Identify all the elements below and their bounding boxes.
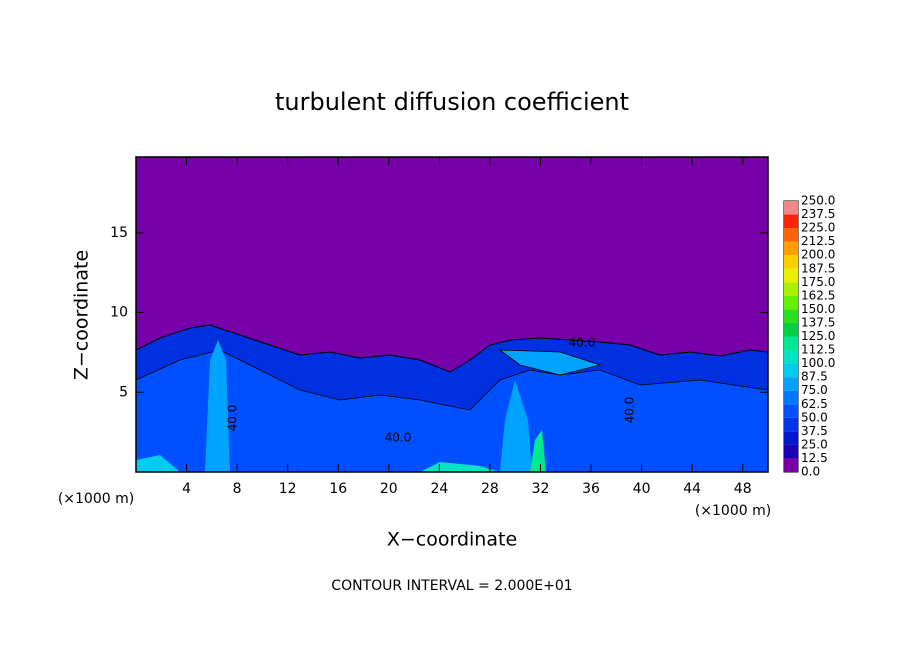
colorbar-segment bbox=[784, 228, 798, 242]
field-streak bbox=[205, 340, 230, 472]
x-tick-label: 48 bbox=[734, 481, 752, 497]
field-streak bbox=[498, 349, 602, 376]
colorbar-segment bbox=[784, 458, 798, 472]
x-tick-label: 44 bbox=[683, 481, 701, 497]
x-tick-label: 24 bbox=[430, 481, 448, 497]
colorbar-label: 225.0 bbox=[801, 221, 835, 235]
colorbar-label: 112.5 bbox=[801, 343, 835, 357]
colorbar-label: 12.5 bbox=[801, 451, 828, 465]
field-streak bbox=[420, 462, 500, 472]
footer: CONTOUR INTERVAL = 2.000E+01 bbox=[331, 578, 572, 594]
colorbar-segment bbox=[784, 444, 798, 459]
x-tick-label: 4 bbox=[182, 481, 191, 497]
x-tick-label: 28 bbox=[481, 481, 499, 497]
y-unit: (×1000 m) bbox=[58, 491, 134, 507]
colorbar-label: 75.0 bbox=[801, 383, 828, 397]
x-tick-label: 16 bbox=[329, 481, 347, 497]
contour-label: 40.0 bbox=[623, 397, 637, 424]
colorbar-segment bbox=[784, 309, 798, 323]
plot-frame bbox=[135, 156, 769, 473]
colorbar-label: 175.0 bbox=[801, 275, 835, 289]
y-axis-label: Z−coordinate bbox=[71, 250, 93, 380]
colorbar-label: 37.5 bbox=[801, 424, 828, 438]
colorbar-segment bbox=[784, 350, 798, 364]
colorbar-label: 125.0 bbox=[801, 329, 835, 343]
contour-label: 40.0 bbox=[226, 405, 240, 432]
colorbar-segment bbox=[784, 322, 798, 337]
field bbox=[135, 157, 769, 473]
x-unit: (×1000 m) bbox=[695, 503, 771, 519]
colorbar-segment bbox=[784, 363, 798, 378]
colorbar-label: 25.0 bbox=[801, 437, 828, 451]
field-streak bbox=[530, 430, 546, 472]
colorbar-segment bbox=[784, 241, 798, 256]
colorbar-label: 250.0 bbox=[801, 194, 835, 208]
x-tick-label: 36 bbox=[582, 481, 600, 497]
colorbar-label: 212.5 bbox=[801, 234, 835, 248]
x-tick-label: 40 bbox=[633, 481, 651, 497]
x-tick-label: 12 bbox=[279, 481, 297, 497]
field-streak bbox=[500, 380, 532, 472]
colorbar-segment bbox=[784, 214, 798, 229]
colorbar-segment bbox=[784, 255, 798, 269]
colorbar-label: 150.0 bbox=[801, 302, 835, 316]
colorbar-label: 87.5 bbox=[801, 370, 828, 384]
colorbar-segment bbox=[784, 417, 798, 432]
colorbar-segment bbox=[784, 201, 798, 215]
colorbar-segment bbox=[784, 295, 798, 310]
chart-title: turbulent diffusion coefficient bbox=[275, 88, 629, 116]
x-tick-label: 20 bbox=[380, 481, 398, 497]
colorbar-label: 50.0 bbox=[801, 410, 828, 424]
colorbar-label: 187.5 bbox=[801, 261, 835, 275]
y-tick-label: 5 bbox=[119, 384, 128, 400]
y-tick-label: 15 bbox=[110, 225, 128, 241]
colorbar-label: 137.5 bbox=[801, 315, 835, 329]
colorbar-segment bbox=[784, 268, 798, 283]
colorbar-label: 100.0 bbox=[801, 356, 835, 370]
colorbar-segment bbox=[784, 377, 798, 391]
x-tick-label: 32 bbox=[532, 481, 550, 497]
colorbar-label: 162.5 bbox=[801, 288, 835, 302]
colorbar-label: 200.0 bbox=[801, 248, 835, 262]
contour-label: 40.0 bbox=[385, 431, 412, 445]
y-tick-label: 10 bbox=[110, 305, 128, 321]
colorbar-segment bbox=[784, 404, 798, 418]
contour-label: 40.0 bbox=[569, 336, 596, 350]
colorbar-label: 237.5 bbox=[801, 207, 835, 221]
x-tick-label: 8 bbox=[233, 481, 242, 497]
colorbar-label: 62.5 bbox=[801, 397, 828, 411]
field-streak bbox=[136, 455, 180, 472]
colorbar-segment bbox=[784, 336, 798, 351]
colorbar-segment bbox=[784, 431, 798, 445]
colorbar-segment bbox=[784, 390, 798, 405]
x-axis-label: X−coordinate bbox=[387, 529, 517, 551]
colorbar-segment bbox=[784, 282, 798, 296]
colorbar-label: 0.0 bbox=[801, 465, 820, 479]
